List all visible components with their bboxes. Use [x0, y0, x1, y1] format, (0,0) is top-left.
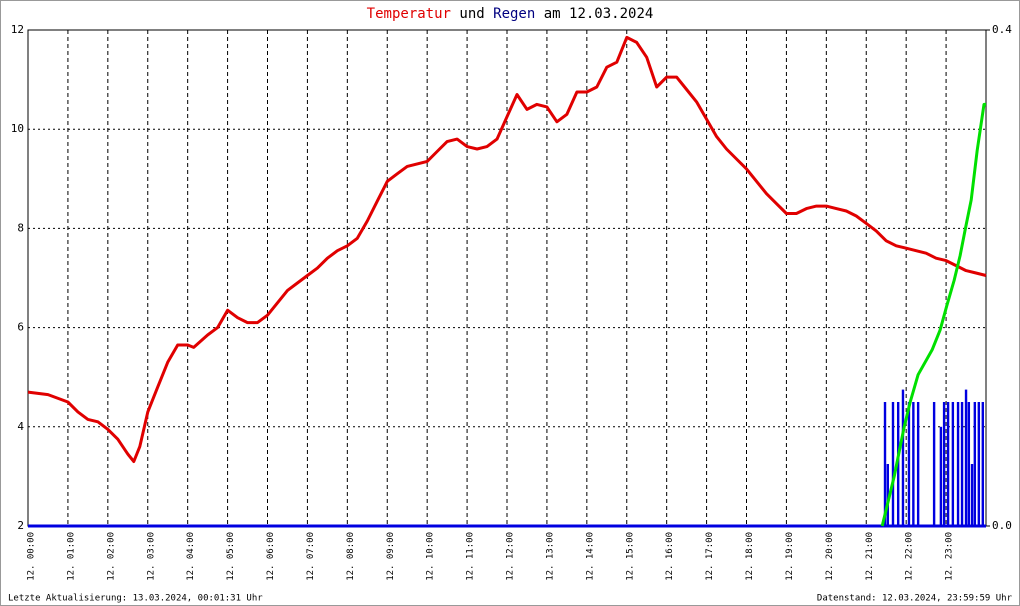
x-tick-label: 12. 13:00: [545, 532, 555, 581]
rain-bar: [960, 402, 964, 526]
x-tick-label: 12. 11:00: [466, 532, 476, 581]
rain-bar: [964, 389, 968, 526]
rain-bar: [946, 402, 950, 526]
x-tick-label: 12. 20:00: [825, 532, 835, 581]
rain-bar: [916, 402, 920, 526]
rain-bar: [942, 402, 946, 526]
y-tick-label: 12: [11, 23, 24, 36]
x-tick-label: 12. 00:00: [27, 532, 37, 581]
y-tick-label: 4: [17, 420, 24, 433]
x-tick-label: 12. 21:00: [865, 532, 875, 581]
x-tick-label: 12. 16:00: [665, 532, 675, 581]
x-tick-label: 12. 07:00: [306, 532, 316, 581]
series-line: [880, 102, 986, 527]
title-und: und: [459, 6, 484, 22]
chart-title: Temperatur und Regen am 12.03.2024: [367, 6, 654, 22]
title-regen: Regen: [493, 6, 535, 22]
rain-bar: [883, 402, 887, 526]
x-tick-label: 12. 12:00: [506, 532, 516, 581]
x-tick-label: 12. 18:00: [745, 532, 755, 581]
rain-bar: [977, 402, 981, 526]
x-tick-label: 12. 05:00: [226, 532, 236, 581]
x-tick-label: 12. 19:00: [785, 532, 795, 581]
rain-bar: [981, 402, 985, 526]
rain-bar: [939, 426, 943, 526]
x-tick-label: 12. 14:00: [585, 532, 595, 581]
y-tick-label: 2: [17, 519, 24, 532]
rain-bar: [891, 402, 895, 526]
rain-bar: [907, 402, 911, 526]
rain-bar: [956, 402, 960, 526]
x-tick-label: 12. 09:00: [386, 532, 396, 581]
x-tick-label: 12. 23:00: [945, 532, 955, 581]
rain-bar: [951, 402, 955, 526]
x-tick-label: 12. 04:00: [186, 532, 196, 581]
y-tick-label: 6: [17, 321, 24, 334]
x-tick-label: 12. 01:00: [66, 532, 76, 581]
x-tick-label: 12. 15:00: [625, 532, 635, 581]
y2-tick-label: 0.0: [992, 519, 1012, 532]
x-tick-label: 12. 17:00: [705, 532, 715, 581]
rain-bar: [970, 464, 974, 526]
title-date: am 12.03.2024: [544, 6, 654, 22]
y-tick-label: 10: [11, 122, 24, 135]
rain-bar: [973, 402, 977, 526]
x-tick-label: 12. 10:00: [426, 532, 436, 581]
x-tick-label: 12. 06:00: [266, 532, 276, 581]
rain-bar: [912, 402, 915, 526]
footer-right: Datenstand: 12.03.2024, 23:59:59 Uhr: [817, 594, 1013, 604]
footer-left: Letzte Aktualisierung: 13.03.2024, 00:01…: [8, 594, 263, 604]
rain-bar: [967, 402, 971, 526]
y2-tick-label: 0.4: [992, 23, 1012, 36]
series-line: [27, 35, 987, 463]
x-tick-label: 12. 02:00: [106, 532, 116, 581]
title-temp: Temperatur: [367, 6, 451, 22]
y-tick-label: 8: [17, 221, 24, 234]
x-tick-label: 12. 08:00: [346, 532, 356, 581]
rain-bar: [901, 389, 905, 526]
rain-bar: [932, 402, 936, 526]
rain-bar: [886, 464, 890, 526]
x-tick-label: 12. 22:00: [905, 532, 915, 581]
x-tick-label: 12. 03:00: [146, 532, 156, 581]
